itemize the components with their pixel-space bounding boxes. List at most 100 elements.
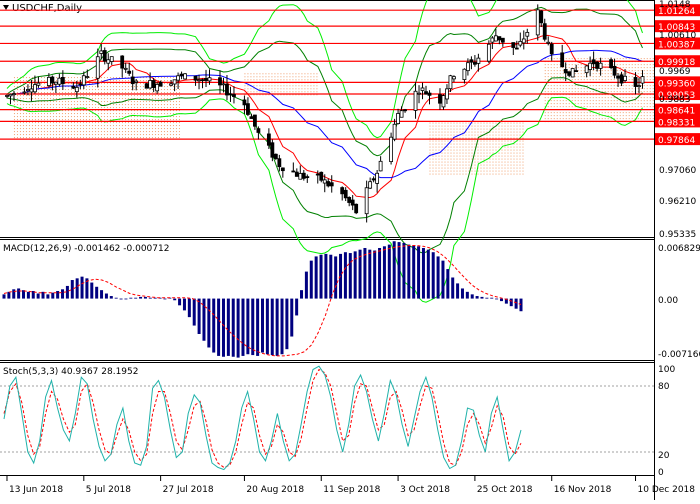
cloud-dot	[41, 122, 42, 123]
cloud-dot	[98, 137, 99, 138]
candle-body	[222, 84, 225, 85]
cloud-dot	[158, 77, 159, 78]
cloud-dot	[626, 97, 627, 98]
cloud-dot	[280, 79, 281, 80]
cloud-dot	[179, 89, 180, 90]
cloud-dot	[250, 79, 251, 80]
cloud-dot	[161, 131, 162, 132]
cloud-dot	[74, 137, 75, 138]
candle	[442, 94, 445, 110]
cloud-dot	[98, 107, 99, 108]
cloud-dot	[484, 138, 485, 139]
cloud-dot	[605, 112, 606, 113]
cloud-dot	[590, 100, 591, 101]
cloud-dot	[167, 98, 168, 99]
cloud-dot	[41, 119, 42, 120]
cloud-dot	[253, 88, 254, 89]
cloud-dot	[499, 126, 500, 127]
cloud-dot	[581, 73, 582, 74]
cloud-dot	[143, 128, 144, 129]
cloud-dot	[44, 122, 45, 123]
cloud-dot	[286, 85, 287, 86]
level-label-text: 0.98331	[658, 118, 695, 128]
cloud-dot	[620, 88, 621, 89]
cloud-dot	[436, 138, 437, 139]
cloud-dot	[650, 103, 651, 104]
cloud-dot	[439, 150, 440, 151]
cloud-dot	[466, 159, 467, 160]
cloud-dot	[65, 128, 66, 129]
cloud-dot	[253, 79, 254, 80]
cloud-dot	[623, 64, 624, 65]
cloud-dot	[481, 168, 482, 169]
cloud-dot	[143, 104, 144, 105]
cloud-dot	[436, 150, 437, 151]
cloud-dot	[454, 129, 455, 130]
cloud-dot	[170, 89, 171, 90]
macd-bar	[7, 292, 10, 299]
cloud-dot	[23, 86, 24, 87]
cloud-dot	[638, 67, 639, 68]
cloud-dot	[545, 112, 546, 113]
cloud-dot	[86, 80, 87, 81]
cloud-dot	[104, 104, 105, 105]
cloud-dot	[487, 129, 488, 130]
cloud-dot	[430, 153, 431, 154]
cloud-dot	[53, 119, 54, 120]
candle-body	[428, 93, 431, 95]
cloud-dot	[17, 113, 18, 114]
cloud-dot	[617, 58, 618, 59]
candle-body	[299, 173, 302, 179]
cloud-dot	[493, 135, 494, 136]
cloud-dot	[520, 156, 521, 157]
cloud-dot	[578, 76, 579, 77]
macd-bar	[368, 250, 371, 299]
cloud-dot	[551, 88, 552, 89]
cloud-dot	[277, 73, 278, 74]
cloud-dot	[575, 79, 576, 80]
cloud-dot	[454, 153, 455, 154]
cloud-dot	[110, 77, 111, 78]
cloud-dot	[68, 122, 69, 123]
triangle-down-icon[interactable]	[3, 5, 9, 10]
cloud-dot	[128, 134, 129, 135]
cloud-dot	[484, 159, 485, 160]
cloud-dot	[32, 134, 33, 135]
cloud-dot	[23, 134, 24, 135]
cloud-dot	[481, 159, 482, 160]
cloud-dot	[116, 104, 117, 105]
cloud-dot	[71, 77, 72, 78]
cloud-dot	[448, 123, 449, 124]
cloud-dot	[71, 119, 72, 120]
cloud-dot	[520, 165, 521, 166]
cloud-dot	[62, 131, 63, 132]
cloud-dot	[575, 100, 576, 101]
cloud-dot	[44, 104, 45, 105]
cloud-dot	[274, 73, 275, 74]
cloud-dot	[466, 165, 467, 166]
cloud-dot	[587, 118, 588, 119]
candle	[82, 71, 85, 89]
cloud-dot	[481, 150, 482, 151]
cloud-dot	[38, 128, 39, 129]
cloud-dot	[92, 131, 93, 132]
cloud-dot	[572, 97, 573, 98]
cloud-dot	[77, 101, 78, 102]
cloud-dot	[442, 138, 443, 139]
cloud-dot	[505, 147, 506, 148]
time-label: 10 Dec 2018	[638, 485, 696, 495]
cloud-dot	[98, 113, 99, 114]
cloud-dot	[131, 137, 132, 138]
cloud-dot	[502, 135, 503, 136]
cloud-dot	[29, 104, 30, 105]
cloud-dot	[95, 137, 96, 138]
macd-bar	[120, 299, 123, 300]
cloud-dot	[608, 112, 609, 113]
cloud-dot	[572, 112, 573, 113]
cloud-dot	[593, 106, 594, 107]
price-tick-2: 1.00610	[659, 31, 696, 41]
candle	[103, 47, 106, 64]
time-label: 16 Nov 2018	[554, 485, 612, 495]
cloud-dot	[23, 80, 24, 81]
macd-bar	[349, 253, 352, 299]
